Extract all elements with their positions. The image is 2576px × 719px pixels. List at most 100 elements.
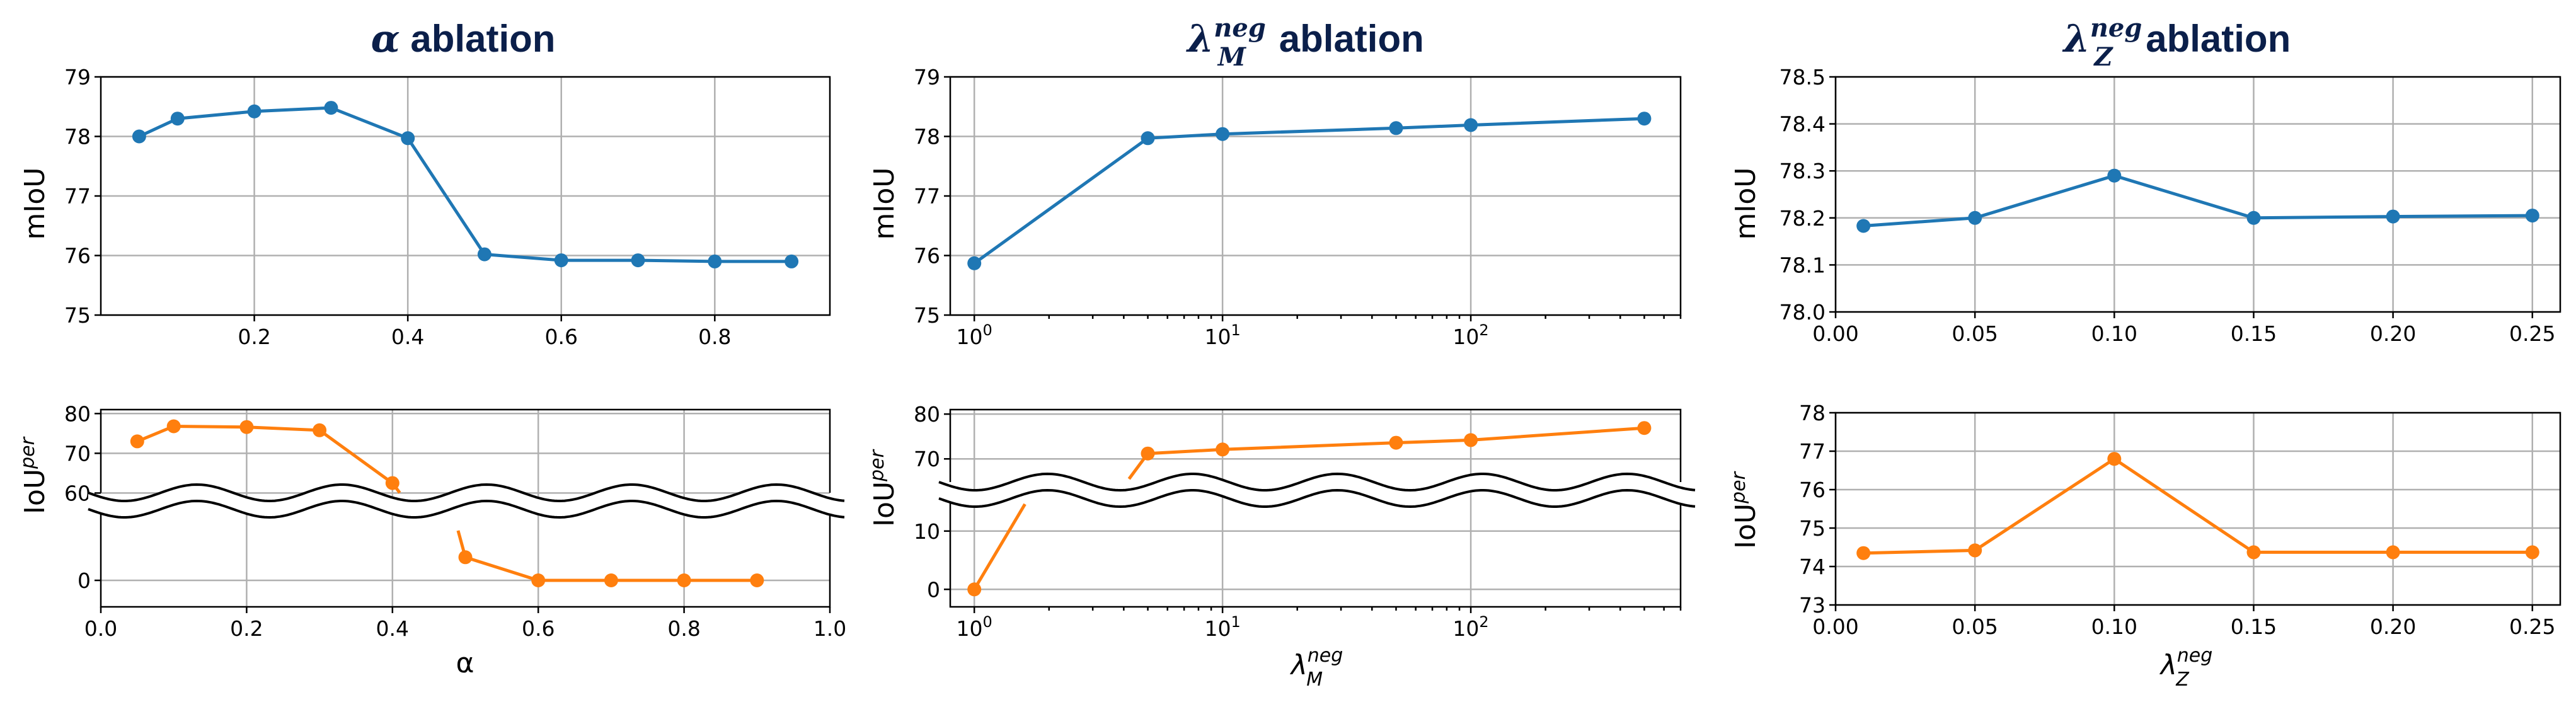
data-point	[1637, 112, 1652, 126]
x-tick-label: 100	[957, 613, 992, 641]
y-tick-label: 0	[927, 577, 940, 602]
data-point	[2107, 168, 2122, 183]
x-axis-label-subscript: M	[1306, 669, 1323, 691]
series-break-stub	[456, 530, 467, 558]
title-superscript: neg	[1214, 13, 1266, 43]
title-text: ablation	[2136, 18, 2291, 60]
y-axis-label-main: IoU	[19, 469, 51, 514]
title-subscript: M	[1217, 42, 1247, 72]
data-point	[1141, 131, 1155, 146]
series-line	[138, 106, 792, 263]
x-tick-label: 0.00	[1812, 321, 1858, 346]
data-point	[708, 254, 722, 268]
tick-labels: 73 74 75 76 77 78 0.00 0.05 0.10 0.15 0.20 0.25	[1799, 401, 2556, 639]
series-line	[1863, 174, 2533, 227]
axis-break-line-bottom	[88, 499, 845, 519]
y-tick-label: 60	[64, 481, 91, 505]
data-point	[1968, 543, 1982, 558]
tick-labels: 70 80 0 10 100 101 102	[914, 402, 1682, 641]
series-marks	[132, 101, 799, 268]
x-tick-label: 0.8	[667, 616, 700, 641]
series-line	[136, 424, 394, 485]
title-symbol: λ	[1185, 17, 1214, 61]
series-marks	[130, 419, 764, 587]
plot-frame-upper	[949, 408, 1682, 482]
axis-break-line-bottom	[938, 488, 1696, 509]
series-marks	[1856, 452, 2539, 560]
title-lambda-z-ablation: λneg Z ablation	[2062, 13, 2291, 72]
x-tick-label: 101	[1204, 321, 1240, 349]
title-alpha-ablation: α ablation	[371, 17, 556, 61]
grid	[950, 410, 1681, 607]
x-tick-label: 0.05	[1952, 614, 1998, 639]
series-line	[1863, 457, 2533, 555]
x-axis-label: λneg M	[1290, 645, 1343, 691]
data-point	[604, 573, 618, 587]
plot-frame	[1834, 76, 2562, 313]
data-point	[1856, 219, 1871, 233]
x-tick-label: 0.4	[391, 325, 424, 349]
grid	[101, 76, 830, 316]
data-point	[631, 253, 645, 268]
data-point	[1637, 421, 1652, 435]
y-axis-label: mIoU	[19, 168, 51, 240]
y-tick-label: 75	[64, 303, 91, 328]
y-axis-label: mIoU	[868, 168, 900, 240]
data-point	[531, 573, 546, 587]
y-tick-label: 70	[914, 447, 940, 471]
data-point	[1389, 121, 1403, 135]
y-tick-label: 78.3	[1780, 159, 1826, 183]
y-tick-label: 79	[914, 65, 940, 89]
series-marks	[967, 421, 1652, 597]
data-point	[2107, 452, 2122, 466]
y-tick-label: 75	[1799, 516, 1826, 541]
plot-frame	[1834, 411, 2562, 606]
y-tick-label: 74	[1799, 555, 1826, 579]
x-tick-label: 0.4	[376, 616, 409, 641]
y-tick-label: 78.4	[1780, 112, 1826, 137]
axis-break-wave	[88, 483, 845, 519]
x-axis-label-subscript: Z	[2175, 669, 2190, 691]
x-tick-label: 0.00	[1812, 614, 1858, 639]
series-line	[973, 117, 1645, 265]
data-point	[554, 253, 568, 268]
tick-labels: 78.0 78.1 78.2 78.3 78.4 78.5 0.00 0.05 0.10 0.15…	[1780, 65, 2556, 346]
grid	[1834, 76, 2560, 313]
x-axis-label-symbol: λ	[2159, 649, 2177, 681]
plot-frame-lower	[949, 498, 1682, 608]
data-point	[2246, 545, 2261, 560]
title-text: ablation	[1268, 18, 1424, 60]
x-tick-label: 0.10	[2091, 614, 2137, 639]
series-marks	[967, 112, 1652, 270]
series-break-stub	[973, 503, 1026, 590]
x-axis-label-superscript: neg	[1308, 645, 1343, 667]
x-tick-label: 0.6	[522, 616, 555, 641]
x-tick-label: 0.05	[1952, 321, 1998, 346]
series-marks	[1856, 168, 2539, 233]
title-subscript: Z	[2093, 42, 2113, 72]
y-tick-label: 78.5	[1780, 65, 1826, 89]
data-point	[401, 131, 415, 146]
x-tick-label: 0.15	[2231, 614, 2277, 639]
x-tick-label: 0.0	[84, 616, 117, 641]
y-tick-label: 76	[914, 244, 940, 268]
panel-lambda-z-miou: mIoU 78.0 78.1 78.2 78.3 78.4 78.5 0.00 0.05 0.1…	[1730, 65, 2562, 346]
plot-frame	[949, 76, 1682, 316]
y-tick-label: 78	[64, 125, 91, 149]
axis-break-gap	[88, 485, 844, 517]
y-tick-label: 77	[1799, 439, 1826, 464]
y-axis-label-superscript: per	[17, 436, 39, 469]
y-tick-label: 73	[1799, 593, 1826, 618]
data-point	[132, 129, 146, 144]
data-point	[1968, 210, 1982, 225]
axis-break-line-top	[938, 472, 1696, 492]
data-point	[1216, 127, 1230, 141]
data-point	[1464, 118, 1478, 132]
x-tick-label: 0.6	[544, 325, 577, 349]
series-break-stub	[391, 482, 401, 494]
data-point	[967, 582, 982, 597]
data-point	[677, 573, 691, 587]
axis-break-wave	[938, 472, 1696, 509]
x-tick-label: 0.10	[2091, 321, 2137, 346]
x-tick-label: 0.8	[698, 325, 731, 349]
